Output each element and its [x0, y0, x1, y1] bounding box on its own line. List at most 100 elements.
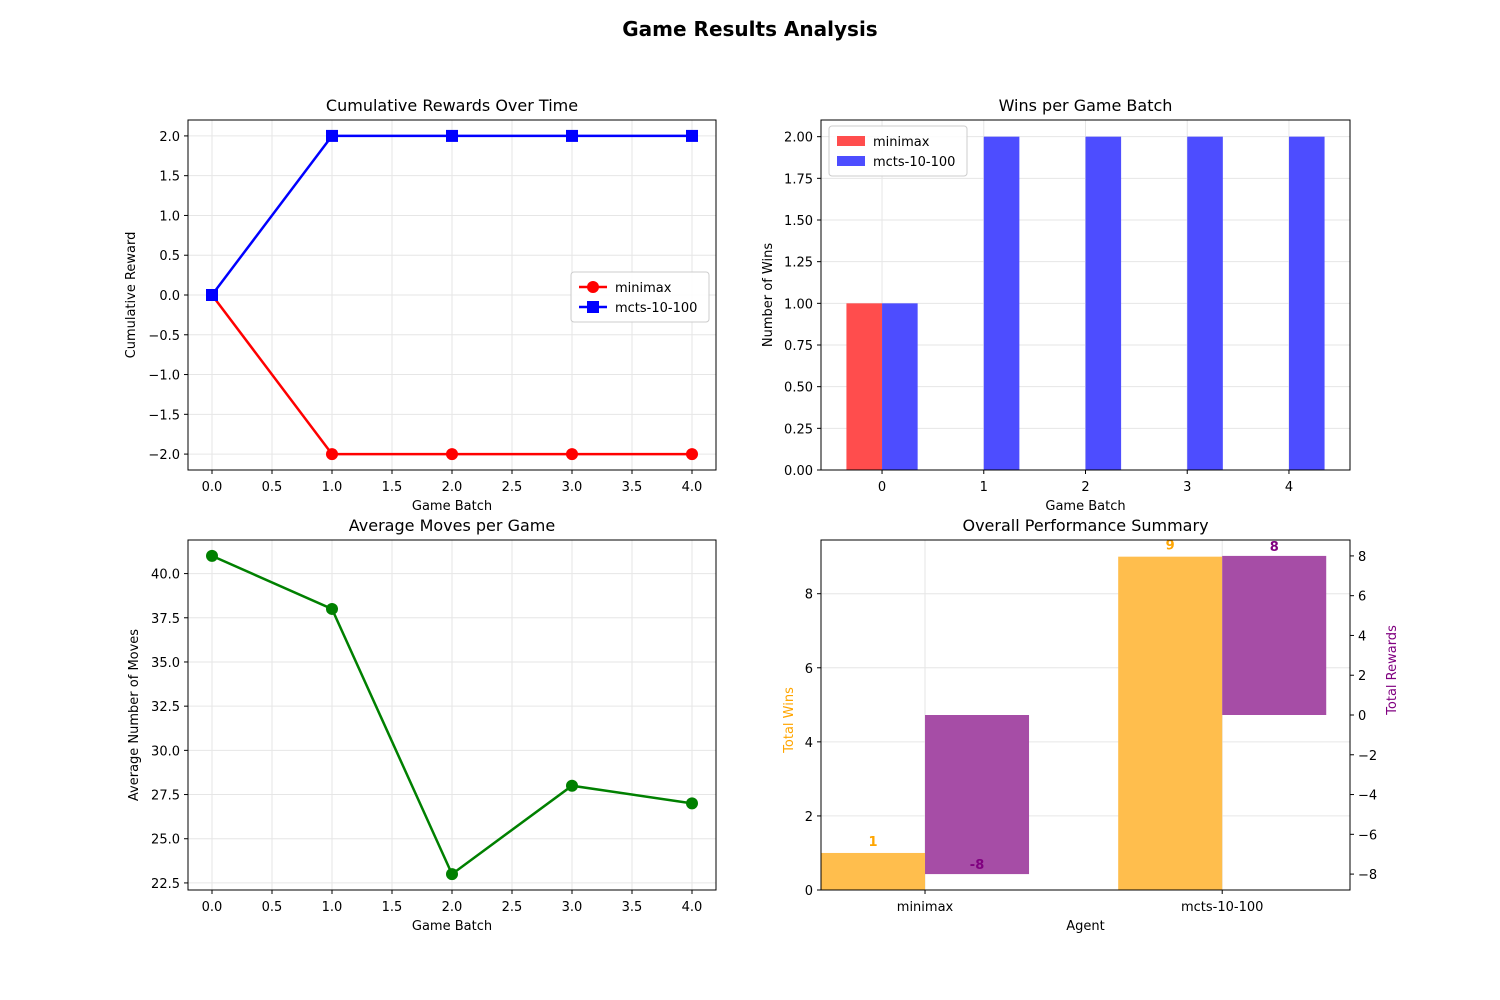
y-tick-label: 0.00 — [784, 464, 813, 479]
x-tick-label: 0.5 — [262, 900, 283, 915]
right-axis-label: Total Rewards — [1385, 625, 1400, 716]
y-tick-label: 0.75 — [784, 339, 813, 354]
y-tick-label: −1.5 — [148, 408, 180, 423]
x-tick-label: 1.5 — [382, 900, 403, 915]
legend-marker — [587, 281, 599, 293]
legend-marker — [587, 301, 599, 313]
data-point — [446, 868, 458, 881]
x-tick-label: 2 — [1081, 480, 1089, 495]
x-tick-label: 2.0 — [442, 480, 463, 495]
data-point — [446, 448, 458, 461]
y-tick-label-left: 2 — [805, 810, 813, 825]
y-tick-label-right: 4 — [1358, 629, 1366, 644]
bar-total-wins — [1118, 556, 1223, 890]
x-tick-label: 1.0 — [322, 480, 343, 495]
data-point — [326, 448, 338, 461]
chart-title: Wins per Game Batch — [999, 96, 1173, 115]
y-tick-label-left: 8 — [805, 588, 813, 603]
x-tick-label: 0 — [878, 480, 886, 495]
x-tick-label: 4 — [1285, 480, 1293, 495]
y-tick-label: 0.0 — [159, 289, 180, 304]
bar-mcts-10-100 — [1187, 136, 1223, 470]
data-point — [566, 779, 578, 792]
y-tick-label: 1.0 — [159, 209, 180, 224]
y-tick-label: 32.5 — [151, 700, 180, 715]
chart-title: Overall Performance Summary — [962, 516, 1208, 535]
y-tick-label-left: 6 — [805, 662, 813, 677]
y-tick-label: 2.0 — [159, 130, 180, 145]
data-point — [686, 129, 698, 142]
legend-label: mcts-10-100 — [873, 155, 955, 170]
x-tick-label: mcts-10-100 — [1181, 900, 1263, 915]
wins-per-batch-chart: 0 1 2 3 4 0.00 0.25 0.50 0.75 1.00 1.25 1.50 1.75 2.0… — [761, 96, 1351, 514]
x-tick-label: 0.0 — [202, 480, 223, 495]
y-tick-label: 1.00 — [784, 297, 813, 312]
y-tick-label-left: 0 — [805, 884, 813, 899]
y-tick-label-right: 2 — [1358, 669, 1366, 684]
x-tick-label: 4.0 — [682, 480, 703, 495]
left-axis-label: Total Wins — [782, 687, 797, 754]
x-tick-label: 2.5 — [502, 480, 523, 495]
data-point — [326, 129, 338, 142]
y-tick-label: 0.5 — [159, 249, 180, 264]
y-tick-label: 1.5 — [159, 170, 180, 185]
x-tick-label: 1.0 — [322, 900, 343, 915]
y-tick-label: −1.0 — [148, 369, 180, 384]
x-tick-label: 2.0 — [442, 900, 463, 915]
y-tick-label-right: −6 — [1358, 828, 1377, 843]
cumulative-rewards-chart: 0.0 0.5 1.0 1.5 2.0 2.5 3.0 3.5 4.0 −2.0 −1.5 −1.0 −… — [124, 96, 717, 514]
bar-mcts-10-100 — [1288, 136, 1325, 470]
data-point — [566, 129, 578, 142]
y-tick-label: 35.0 — [151, 656, 180, 671]
data-point — [446, 129, 458, 142]
x-tick-label: minimax — [897, 900, 954, 915]
bar-mcts-10-100 — [983, 136, 1020, 470]
data-point — [686, 448, 698, 461]
y-tick-label-right: −4 — [1358, 789, 1377, 804]
x-tick-label: 1.5 — [382, 480, 403, 495]
y-tick-label-right: 8 — [1358, 550, 1366, 565]
x-tick-label: 3.0 — [562, 480, 583, 495]
y-tick-label: 2.00 — [784, 131, 813, 146]
chart-title: Cumulative Rewards Over Time — [326, 96, 578, 115]
value-label-wins: 9 — [1166, 539, 1175, 554]
legend-swatch — [837, 156, 865, 166]
y-tick-label: 0.50 — [784, 381, 813, 396]
x-tick-label: 3.5 — [622, 480, 643, 495]
value-label-wins: 1 — [868, 835, 877, 850]
data-point — [566, 448, 578, 461]
bar-mcts-10-100 — [882, 303, 918, 470]
x-axis-label: Game Batch — [412, 499, 492, 514]
data-point — [326, 602, 338, 615]
y-tick-label: 37.5 — [151, 612, 180, 627]
data-point — [686, 797, 698, 810]
legend-label: mcts-10-100 — [615, 301, 697, 316]
average-moves-chart: 0.0 0.5 1.0 1.5 2.0 2.5 3.0 3.5 4.0 22.5 25.0 27.5 3… — [127, 516, 717, 934]
bar-mcts-10-100 — [1085, 136, 1122, 470]
data-point — [206, 549, 218, 562]
y-axis-label: Cumulative Reward — [124, 232, 139, 359]
y-tick-label: 30.0 — [151, 744, 180, 759]
y-tick-label: 25.0 — [151, 833, 180, 848]
value-label-rewards: 8 — [1270, 540, 1279, 555]
legend-swatch — [837, 136, 865, 146]
bar-total-rewards — [925, 715, 1030, 875]
chart-title: Average Moves per Game — [349, 516, 555, 535]
y-tick-label: 1.50 — [784, 214, 813, 229]
y-tick-label: 1.25 — [784, 256, 813, 271]
legend-label: minimax — [873, 135, 930, 150]
y-tick-label: −0.5 — [148, 329, 180, 344]
x-tick-label: 3.5 — [622, 900, 643, 915]
y-tick-label-right: 6 — [1358, 590, 1366, 605]
x-tick-label: 3 — [1183, 480, 1191, 495]
bar-minimax — [846, 303, 883, 470]
performance-summary-chart: 1 9 -8 8 minimax mcts-10-100 0 2 4 6 8 −8 −6 −4 −2 0 2 4 6… — [782, 516, 1400, 934]
y-tick-label-left: 4 — [805, 736, 813, 751]
x-tick-label: 4.0 — [682, 900, 703, 915]
y-tick-label: −2.0 — [148, 448, 180, 463]
legend-box — [570, 271, 710, 323]
y-tick-label: 40.0 — [151, 568, 180, 583]
y-tick-label-right: 0 — [1358, 709, 1366, 724]
